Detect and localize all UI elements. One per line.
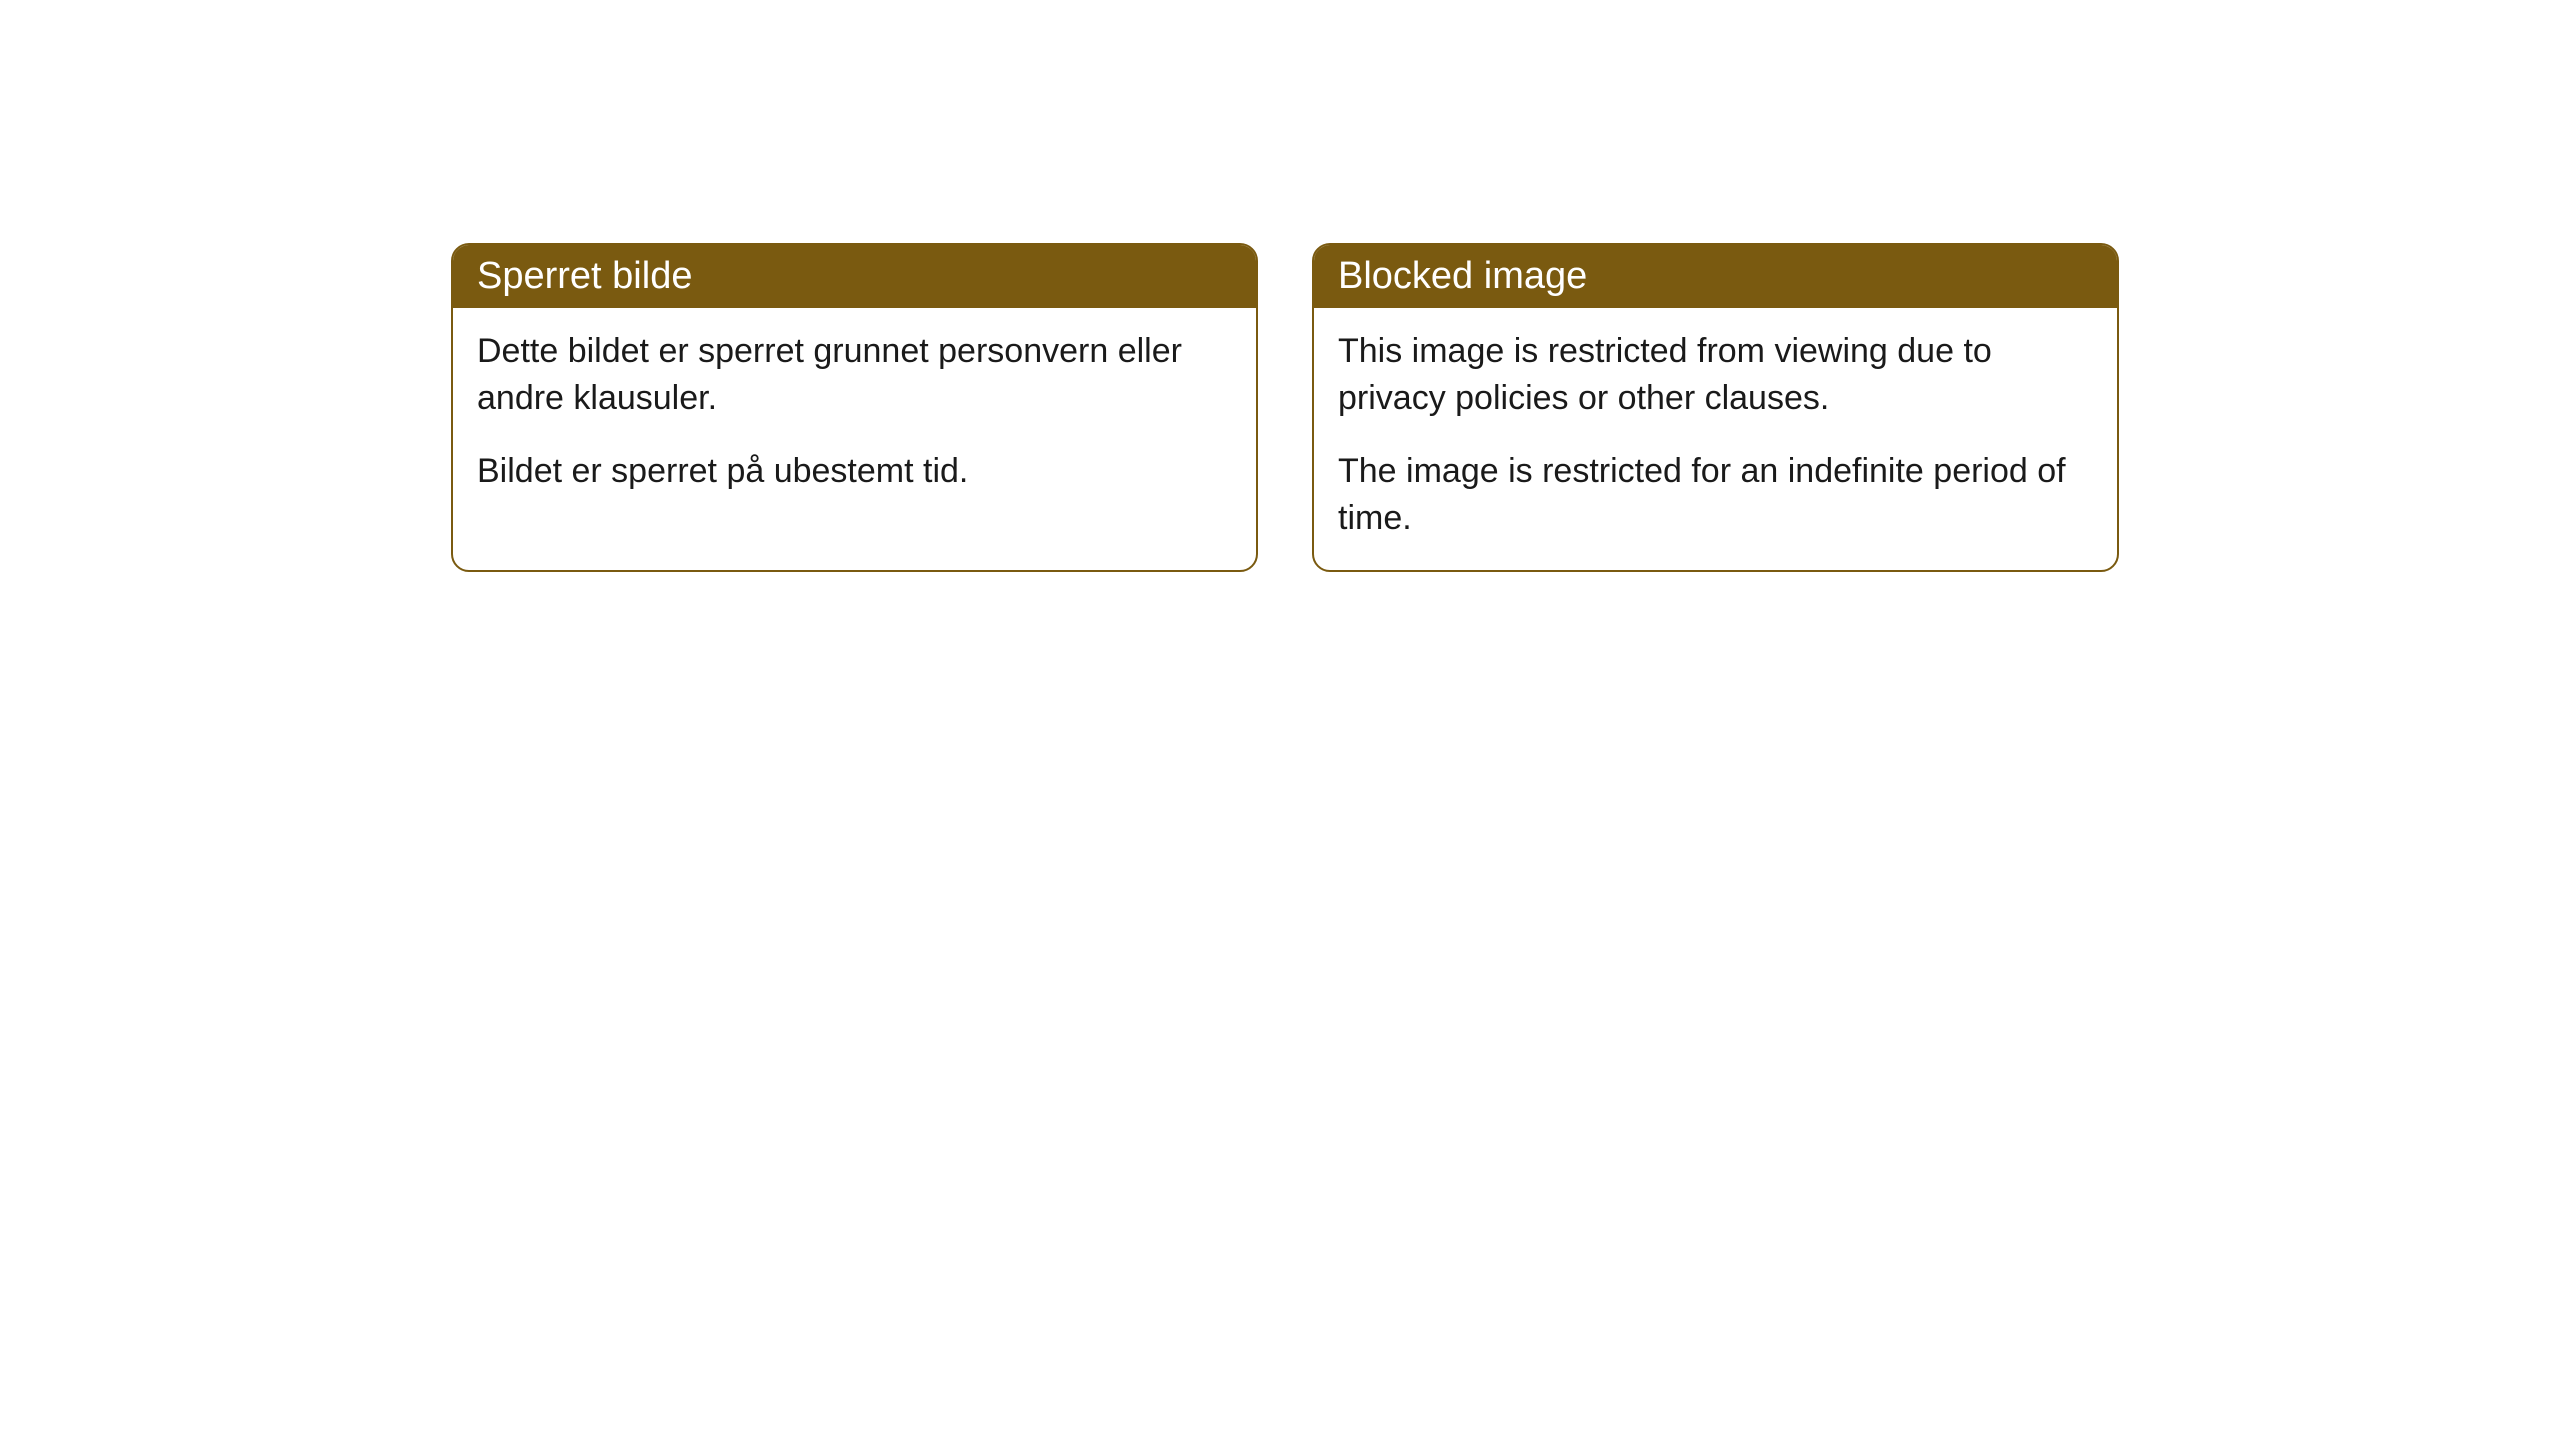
card-header-norwegian: Sperret bilde [453,245,1256,308]
card-header-english: Blocked image [1314,245,2117,308]
notice-card-english: Blocked image This image is restricted f… [1312,243,2119,572]
notice-cards-container: Sperret bilde Dette bildet er sperret gr… [451,243,2119,572]
card-title: Sperret bilde [477,255,692,297]
card-title: Blocked image [1338,255,1587,297]
notice-text-line-1: This image is restricted from viewing du… [1338,328,2093,422]
notice-card-norwegian: Sperret bilde Dette bildet er sperret gr… [451,243,1258,572]
card-body-english: This image is restricted from viewing du… [1314,308,2117,570]
notice-text-line-1: Dette bildet er sperret grunnet personve… [477,328,1232,422]
notice-text-line-2: The image is restricted for an indefinit… [1338,448,2093,542]
notice-text-line-2: Bildet er sperret på ubestemt tid. [477,448,1232,495]
card-body-norwegian: Dette bildet er sperret grunnet personve… [453,308,1256,523]
